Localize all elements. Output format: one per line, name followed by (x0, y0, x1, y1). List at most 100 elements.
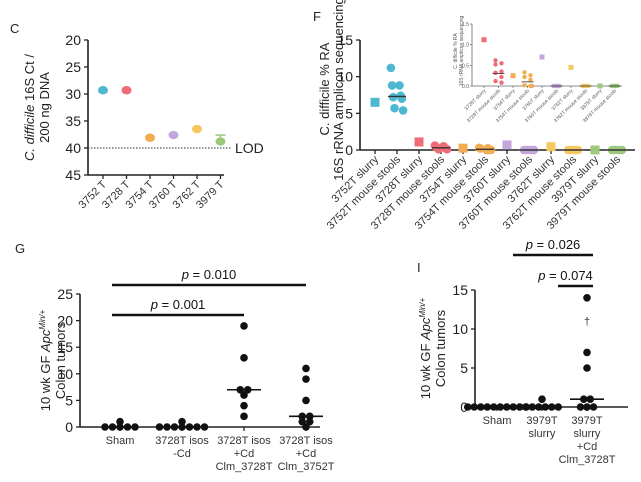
data-point (116, 417, 124, 426)
x-tick-label: slurry (529, 428, 556, 440)
p-symbol: p (181, 267, 189, 282)
data-point (302, 423, 310, 431)
inset-data-point (493, 62, 498, 67)
y-tick-label: 15 (452, 282, 468, 298)
inset-data-point (493, 78, 498, 84)
x-tick-label: Sham (483, 415, 512, 427)
inset-data-point (499, 80, 504, 85)
data-point (240, 412, 248, 421)
data-point (486, 145, 496, 155)
p-value-label: p = 0.074 (537, 268, 593, 283)
data-point (240, 391, 248, 399)
inset-data-point (597, 83, 603, 89)
p-value-label: p = 0.026 (525, 237, 581, 252)
data-point (387, 81, 397, 90)
y-label-line: Apc (418, 317, 433, 341)
data-point (155, 423, 164, 431)
data-point (458, 143, 468, 153)
data-point (298, 417, 307, 426)
y-tick-label: 30 (65, 86, 81, 102)
y-tick-label: 10 (337, 69, 353, 85)
y-label-superscript: Min/+ (38, 309, 47, 329)
data-point (302, 364, 310, 373)
inset-y-tick-label: 0.5 (462, 63, 469, 69)
y-axis-label: C. difficile 16S Ct /200 ng DNA (22, 54, 52, 161)
inset-y-tick-label: 1.5 (462, 22, 469, 28)
x-tick-label: Clm_3728T (559, 454, 616, 466)
data-point (302, 375, 310, 383)
y-axis-label: 10 wk GF ApcMin/+ Colon tumors (38, 309, 68, 411)
y-label-line: 200 ng DNA (37, 72, 52, 143)
y-tick-label: 10 (452, 321, 468, 337)
x-tick-label: +Cd (234, 448, 255, 460)
inset-data-point (528, 77, 533, 83)
data-point (589, 403, 598, 411)
data-point (395, 81, 404, 90)
y-tick-label: 5 (460, 360, 468, 376)
data-point (583, 364, 591, 372)
data-point (200, 423, 209, 431)
p-value: = 0.001 (158, 297, 205, 312)
p-value: = 0.010 (189, 267, 236, 282)
panel-f-inset: 0.0 0.5 1.0 1.5C. difficile % RA16S rRNA am… (453, 15, 622, 124)
x-tick-label: Clm_3728T (216, 461, 273, 473)
panel-i: I05101510 wk GF ApcMin/+Colon tumorsSham… (417, 237, 628, 466)
data-point (463, 403, 472, 411)
y-label-superscript: Min/+ (418, 297, 427, 317)
p-value: = 0.026 (533, 237, 580, 252)
x-tick-label: +Cd (296, 448, 317, 460)
panel-g: G 0 5 10 15 20 25 10 wk GF ApcMin/+ Colon tumors… (15, 241, 335, 473)
p-value-label: p = 0.001 (150, 297, 206, 312)
p-symbol: p (537, 268, 545, 283)
data-point (502, 140, 512, 150)
x-tick-label: 3979T (526, 415, 557, 427)
data-point (442, 144, 452, 154)
x-tick-label: -Cd (173, 448, 191, 460)
data-point (476, 144, 485, 153)
x-tick-label: Sham (106, 435, 135, 447)
y-label-line: C. difficile (22, 105, 37, 161)
x-tick-label: 3728T isos (279, 435, 333, 447)
x-tick-label: 3979T (571, 415, 602, 427)
y-tick-label: 5 (65, 392, 73, 408)
data-point (305, 417, 314, 426)
inset-data-point (499, 61, 504, 66)
data-point (145, 133, 155, 142)
panel-f-label: F (313, 9, 321, 24)
inset-data-point (539, 54, 545, 60)
panel-c-label: C (10, 21, 19, 36)
p-value-label: p = 0.010 (181, 267, 237, 282)
inset-data-point (529, 83, 535, 89)
x-tick-label: +Cd (577, 441, 598, 453)
y-label-line: 16S rRNA amplicon sequencing (331, 0, 346, 181)
inset-data-point (528, 73, 533, 78)
y-axis-label: 10 wk GF ApcMin/+ Colon tumors (418, 297, 448, 399)
data-point (240, 401, 248, 410)
data-point (121, 86, 132, 95)
y-label-line: 16S rRNA amplicon sequencing (459, 15, 465, 86)
data-point (397, 94, 407, 103)
p-value: = 0.074 (545, 268, 592, 283)
data-point (515, 403, 524, 411)
data-point (302, 396, 310, 405)
data-point (389, 92, 398, 102)
y-tick-label: 10 (57, 366, 73, 382)
data-point (398, 106, 408, 115)
x-tick-label: 3728T isos (217, 435, 271, 447)
y-label-line: C. difficile % RA (317, 42, 332, 135)
inset-data-point (493, 70, 498, 75)
data-point (538, 395, 546, 404)
y-tick-label: 0 (345, 142, 353, 158)
panel-g-label: G (15, 241, 25, 256)
y-tick-label: 5 (345, 105, 353, 121)
data-point (583, 403, 591, 411)
inset-data-point (510, 73, 516, 79)
y-label-line: 16S Ct / (22, 54, 37, 105)
data-point (583, 294, 591, 302)
y-tick-label: 15 (57, 339, 73, 355)
inset-y-axis-label: C. difficile % RA16S rRNA amplicon seque… (453, 15, 465, 86)
y-label-line: Colon tumors (433, 309, 448, 387)
y-tick-label: 40 (65, 140, 81, 156)
inset-data-point (499, 74, 504, 80)
